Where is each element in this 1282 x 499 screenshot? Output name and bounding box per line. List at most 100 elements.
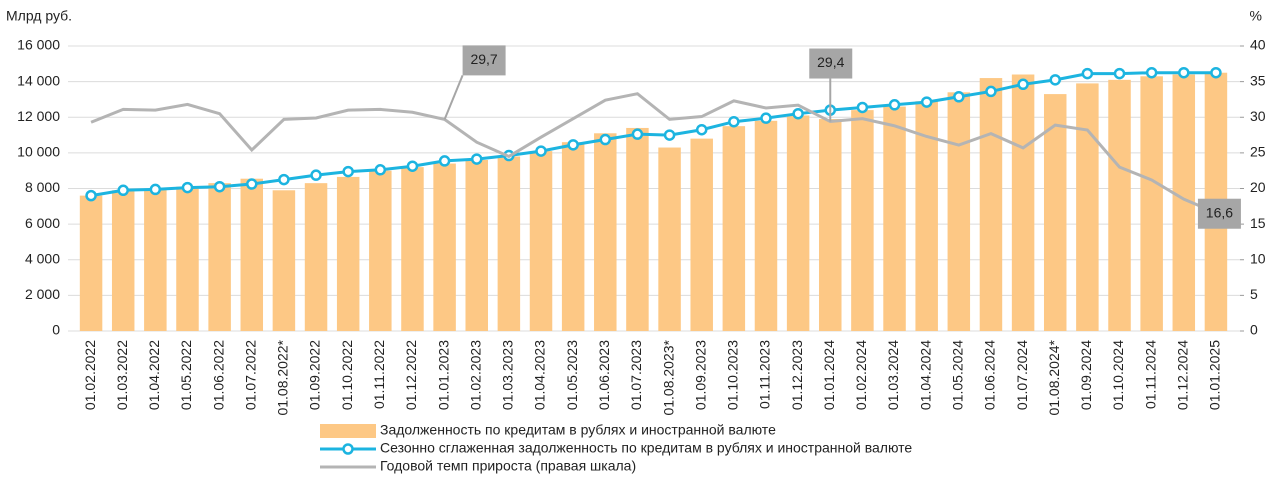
y2-tick-label: 20 <box>1250 179 1266 195</box>
x-tick-label: 01.01.2024 <box>821 340 837 410</box>
callout-pointer <box>443 75 464 120</box>
y2-tick-label: 25 <box>1250 144 1266 160</box>
y-tick-label: 12 000 <box>17 108 60 124</box>
x-tick-label: 01.08.2022* <box>275 339 291 415</box>
line-marker <box>342 165 354 178</box>
line-marker <box>1113 67 1126 80</box>
line <box>90 92 1217 215</box>
x-tick-label: 01.09.2024 <box>1078 340 1094 410</box>
x-tick-label: 01.09.2022 <box>307 340 323 410</box>
bar <box>144 189 167 331</box>
line-marker <box>470 153 483 165</box>
data-label: 29,4 <box>817 54 844 70</box>
x-tick-label: 01.06.2024 <box>982 340 998 410</box>
y2-tick-label: 15 <box>1250 215 1266 231</box>
x-tick-label: 01.10.2023 <box>725 340 741 410</box>
data-label: 16,6 <box>1206 204 1233 220</box>
line-marker <box>85 189 97 202</box>
bar <box>529 151 553 331</box>
bar <box>690 138 713 331</box>
x-tick-label: 01.03.2022 <box>114 340 130 410</box>
line-marker <box>599 133 612 146</box>
legend-swatch <box>320 424 376 438</box>
x-tick-label: 01.08.2024* <box>1046 339 1062 415</box>
x-tick-label: 01.03.2024 <box>885 340 901 410</box>
bar <box>1172 74 1196 331</box>
line-marker <box>760 112 772 124</box>
x-tick-label: 01.05.2023 <box>564 340 580 410</box>
x-tick-label: 01.10.2024 <box>1110 340 1126 410</box>
bar <box>1140 76 1163 331</box>
bar <box>979 78 1003 331</box>
line-marker <box>246 178 258 190</box>
bar <box>336 176 360 331</box>
line-marker <box>792 107 804 120</box>
bar <box>1043 94 1067 331</box>
bar <box>561 142 585 331</box>
x-tick-label: 01.09.2023 <box>692 340 708 410</box>
line-marker <box>181 181 194 194</box>
line-marker <box>438 155 451 167</box>
line-marker <box>695 123 708 136</box>
x-tick-label: 01.06.2023 <box>596 340 612 410</box>
line-marker <box>149 183 162 196</box>
line-marker <box>310 169 322 181</box>
bar <box>722 126 746 331</box>
y-tick-label: 14 000 <box>17 72 60 88</box>
line-marker <box>1017 78 1029 91</box>
y-tick-label: 8 000 <box>25 179 60 195</box>
line-marker <box>953 91 965 103</box>
line-marker <box>856 101 869 114</box>
bar <box>626 127 649 331</box>
line-marker <box>1049 74 1061 86</box>
bar <box>497 156 521 331</box>
line-marker <box>631 128 644 140</box>
x-tick-label: 01.03.2023 <box>500 340 516 410</box>
bar <box>1108 79 1131 331</box>
y-tick-label: 10 000 <box>17 144 60 160</box>
line-marker <box>1145 66 1158 79</box>
line-marker <box>213 180 226 193</box>
line-marker <box>374 164 387 176</box>
bar <box>79 195 103 331</box>
x-tick-label: 01.11.2024 <box>1142 340 1158 409</box>
bar <box>272 190 296 331</box>
bar <box>240 178 264 331</box>
line-marker <box>1178 66 1190 79</box>
line-marker <box>663 129 676 141</box>
x-tick-label: 01.01.2023 <box>435 340 451 410</box>
line-marker <box>278 173 290 186</box>
x-tick-label: 01.07.2022 <box>242 340 258 410</box>
line-marker <box>888 99 901 111</box>
y2-tick-label: 30 <box>1250 108 1266 124</box>
y-tick-label: 2 000 <box>25 286 60 302</box>
bar <box>304 183 328 331</box>
bar <box>594 133 617 331</box>
data-label: 29,7 <box>470 51 497 67</box>
y-tick-label: 16 000 <box>17 37 60 53</box>
line-marker <box>920 96 933 108</box>
x-tick-label: 01.11.2023 <box>757 340 773 409</box>
x-tick-label: 01.12.2022 <box>403 340 419 410</box>
bar <box>433 163 456 331</box>
line-marker <box>985 85 997 98</box>
x-tick-label: 01.02.2023 <box>467 340 483 410</box>
y-tick-label: 4 000 <box>25 250 60 266</box>
x-tick-label: 01.08.2023* <box>660 339 676 415</box>
x-tick-label: 01.10.2022 <box>339 340 355 410</box>
line-marker <box>1210 66 1222 79</box>
x-tick-label: 01.12.2024 <box>1174 340 1190 410</box>
x-tick-label: 01.12.2023 <box>789 340 805 410</box>
x-tick-label: 01.01.2025 <box>1207 340 1223 410</box>
callout-box <box>809 48 853 79</box>
bar <box>915 101 938 331</box>
bar <box>111 190 135 331</box>
legend-marker <box>342 443 354 455</box>
line-marker <box>567 139 579 151</box>
bar <box>883 106 906 331</box>
bar <box>754 120 778 331</box>
bar <box>208 183 231 331</box>
callout-box <box>1197 198 1241 229</box>
bar <box>465 160 488 331</box>
